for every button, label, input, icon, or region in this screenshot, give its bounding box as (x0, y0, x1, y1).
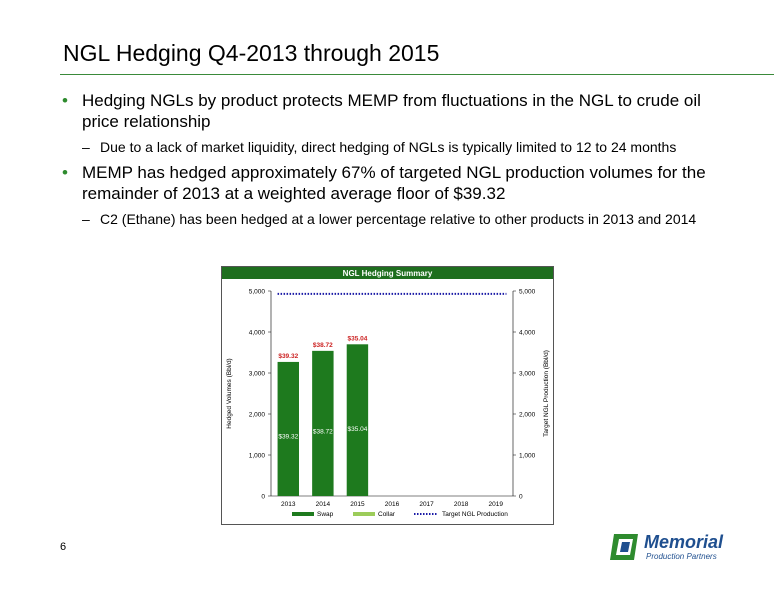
y-tick-label: 0 (261, 494, 265, 501)
bullet-1-text: Hedging NGLs by product protects MEMP fr… (82, 91, 701, 131)
legend-label-collar: Collar (378, 511, 396, 518)
chart-title: NGL Hedging Summary (343, 269, 433, 278)
y-axis-title: Hedged Volumes (Bbl/d) (226, 358, 233, 428)
price-label-top: $35.04 (347, 335, 367, 342)
y2-tick-label: 1,000 (519, 453, 536, 460)
dash-icon: – (82, 139, 90, 155)
y-tick-label: 2,000 (249, 412, 266, 419)
logo-name: Memorial (644, 532, 724, 552)
sub-bullet-1-text: Due to a lack of market liquidity, direc… (100, 139, 677, 155)
sub-bullet-2-text: C2 (Ethane) has been hedged at a lower p… (100, 211, 697, 227)
bullet-1: • Hedging NGLs by product protects MEMP … (60, 90, 710, 132)
company-logo: Memorial Production Partners (608, 530, 738, 566)
y-tick-label: 4,000 (249, 330, 266, 337)
page-number: 6 (60, 541, 67, 553)
logo-mark-icon (610, 534, 638, 560)
bullet-dot-icon: • (62, 163, 68, 182)
legend-label-swap: Swap (317, 511, 334, 518)
price-label-top: $38.72 (313, 342, 333, 349)
x-tick-label: 2017 (419, 501, 434, 508)
y-tick-label: 1,000 (249, 453, 266, 460)
swap-bar (277, 361, 300, 496)
legend-swatch-swap (292, 512, 314, 516)
legend-label-target: Target NGL Production (442, 511, 508, 518)
bullet-dot-icon: • (62, 91, 68, 110)
chart-svg: NGL Hedging Summary 0 0 1,000 1,000 2,000 2,00… (222, 267, 553, 518)
y-tick-label: 5,000 (249, 289, 266, 296)
title-rule (60, 74, 774, 75)
sub-bullet-1: – Due to a lack of market liquidity, dir… (60, 138, 710, 156)
swap-bar (346, 344, 369, 496)
price-label-inner: $38.72 (313, 429, 333, 436)
x-tick-label: 2019 (488, 501, 503, 508)
y-tick-label: 3,000 (249, 371, 266, 378)
swap-bar (312, 350, 334, 496)
bullet-list: • Hedging NGLs by product protects MEMP … (60, 90, 710, 234)
x-tick-label: 2014 (316, 501, 331, 508)
logo-subtitle: Production Partners (646, 552, 717, 561)
ngl-hedging-chart: NGL Hedging Summary 0 0 1,000 1,000 2,000 2,00… (221, 266, 554, 525)
y2-axis-title: Target NGL Production (Bbl/d) (543, 350, 550, 437)
y2-tick-label: 5,000 (519, 289, 536, 296)
y2-tick-label: 3,000 (519, 371, 536, 378)
legend-swatch-collar (353, 512, 375, 516)
chart-title-bar (222, 267, 553, 279)
x-tick-label: 2015 (350, 501, 365, 508)
x-tick-label: 2018 (454, 501, 469, 508)
price-label-inner: $39.32 (278, 433, 298, 440)
price-label-top: $39.32 (278, 353, 298, 360)
bullet-2-text: MEMP has hedged approximately 67% of tar… (82, 163, 706, 203)
y2-tick-label: 0 (519, 494, 523, 501)
y2-tick-label: 2,000 (519, 412, 536, 419)
bullet-2: • MEMP has hedged approximately 67% of t… (60, 162, 710, 204)
x-tick-label: 2016 (385, 501, 400, 508)
slide-title: NGL Hedging Q4-2013 through 2015 (63, 40, 440, 66)
y2-tick-label: 4,000 (519, 330, 536, 337)
price-label-inner: $35.04 (347, 426, 367, 433)
sub-bullet-2: – C2 (Ethane) has been hedged at a lower… (60, 210, 710, 228)
x-tick-label: 2013 (281, 501, 296, 508)
dash-icon: – (82, 211, 90, 227)
